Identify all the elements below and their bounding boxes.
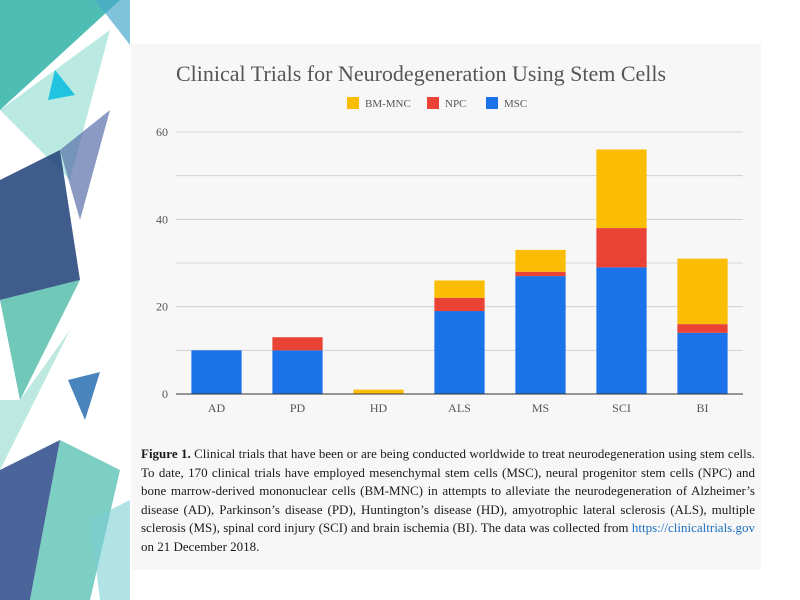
bar-msc-ms (515, 276, 566, 394)
bar-bm-mnc-als (434, 280, 485, 298)
bar-msc-sci (596, 267, 647, 394)
x-tick-label: PD (290, 401, 306, 415)
bar-npc-pd (272, 337, 323, 351)
legend-label: NPC (445, 98, 466, 110)
axes: 0 20 40 60 AD PD HD ALS MS SCI BI (156, 125, 743, 415)
bar-msc-ad (191, 350, 242, 394)
legend-swatch-npc (427, 97, 439, 109)
blue-triangle-shape (95, 0, 130, 45)
y-tick-label: 20 (156, 300, 168, 314)
mint-triangle-shape (0, 30, 110, 180)
x-tick-label: AD (208, 401, 226, 415)
bar-bm-mnc-sci (596, 149, 647, 229)
bar-msc-als (434, 311, 485, 394)
small-cyan-triangle-shape (48, 70, 75, 100)
x-tick-label: ALS (448, 401, 471, 415)
bar-msc-pd (272, 350, 323, 394)
stacked-bar-chart: 0 20 40 60 AD PD HD ALS MS SCI BI BM-MNC NPC MSC (156, 97, 743, 415)
y-tick-label: 0 (162, 387, 168, 401)
legend-label: MSC (504, 98, 527, 110)
light-triangle-shape (0, 330, 70, 470)
bar-npc-sci (596, 228, 647, 268)
x-tick-label: SCI (612, 401, 631, 415)
bar-npc-bi (677, 324, 728, 333)
x-tick-label: MS (532, 401, 549, 415)
legend: BM-MNC NPC MSC (347, 97, 527, 110)
caption-link[interactable]: https://clinicaltrials.gov (631, 520, 755, 536)
legend-swatch-msc (486, 97, 498, 109)
caption-text: Clinical trials that have been or are be… (141, 446, 755, 536)
legend-swatch-bm-mnc (347, 97, 359, 109)
y-tick-label: 60 (156, 125, 168, 139)
x-tick-label: BI (697, 401, 709, 415)
figure-caption: Figure 1. Clinical trials that have been… (141, 445, 755, 557)
chart-title: Clinical Trials for Neurodegeneration Us… (176, 61, 667, 86)
caption-label: Figure 1. (141, 446, 191, 461)
green-triangle-shape (0, 280, 80, 400)
navy-bottom-triangle-shape (0, 440, 60, 600)
teal-triangle-shape (0, 0, 120, 110)
bar-bm-mnc-hd (353, 389, 404, 394)
pale-bottom-triangle-shape (90, 500, 130, 600)
bar-bm-mnc-ms (515, 249, 566, 272)
bar-msc-bi (677, 332, 728, 394)
navy-triangle-shape (0, 150, 80, 300)
legend-label: BM-MNC (365, 98, 411, 110)
x-tick-label: HD (370, 401, 388, 415)
slate-triangle-shape (60, 110, 110, 220)
mid-blue-triangle-shape (68, 372, 100, 420)
bar-npc-als (434, 297, 485, 312)
y-tick-label: 40 (156, 212, 168, 226)
bar-npc-ms (515, 271, 566, 277)
bar-bm-mnc-bi (677, 258, 728, 325)
bars (191, 149, 728, 394)
caption-tail: on 21 December 2018. (141, 538, 260, 554)
